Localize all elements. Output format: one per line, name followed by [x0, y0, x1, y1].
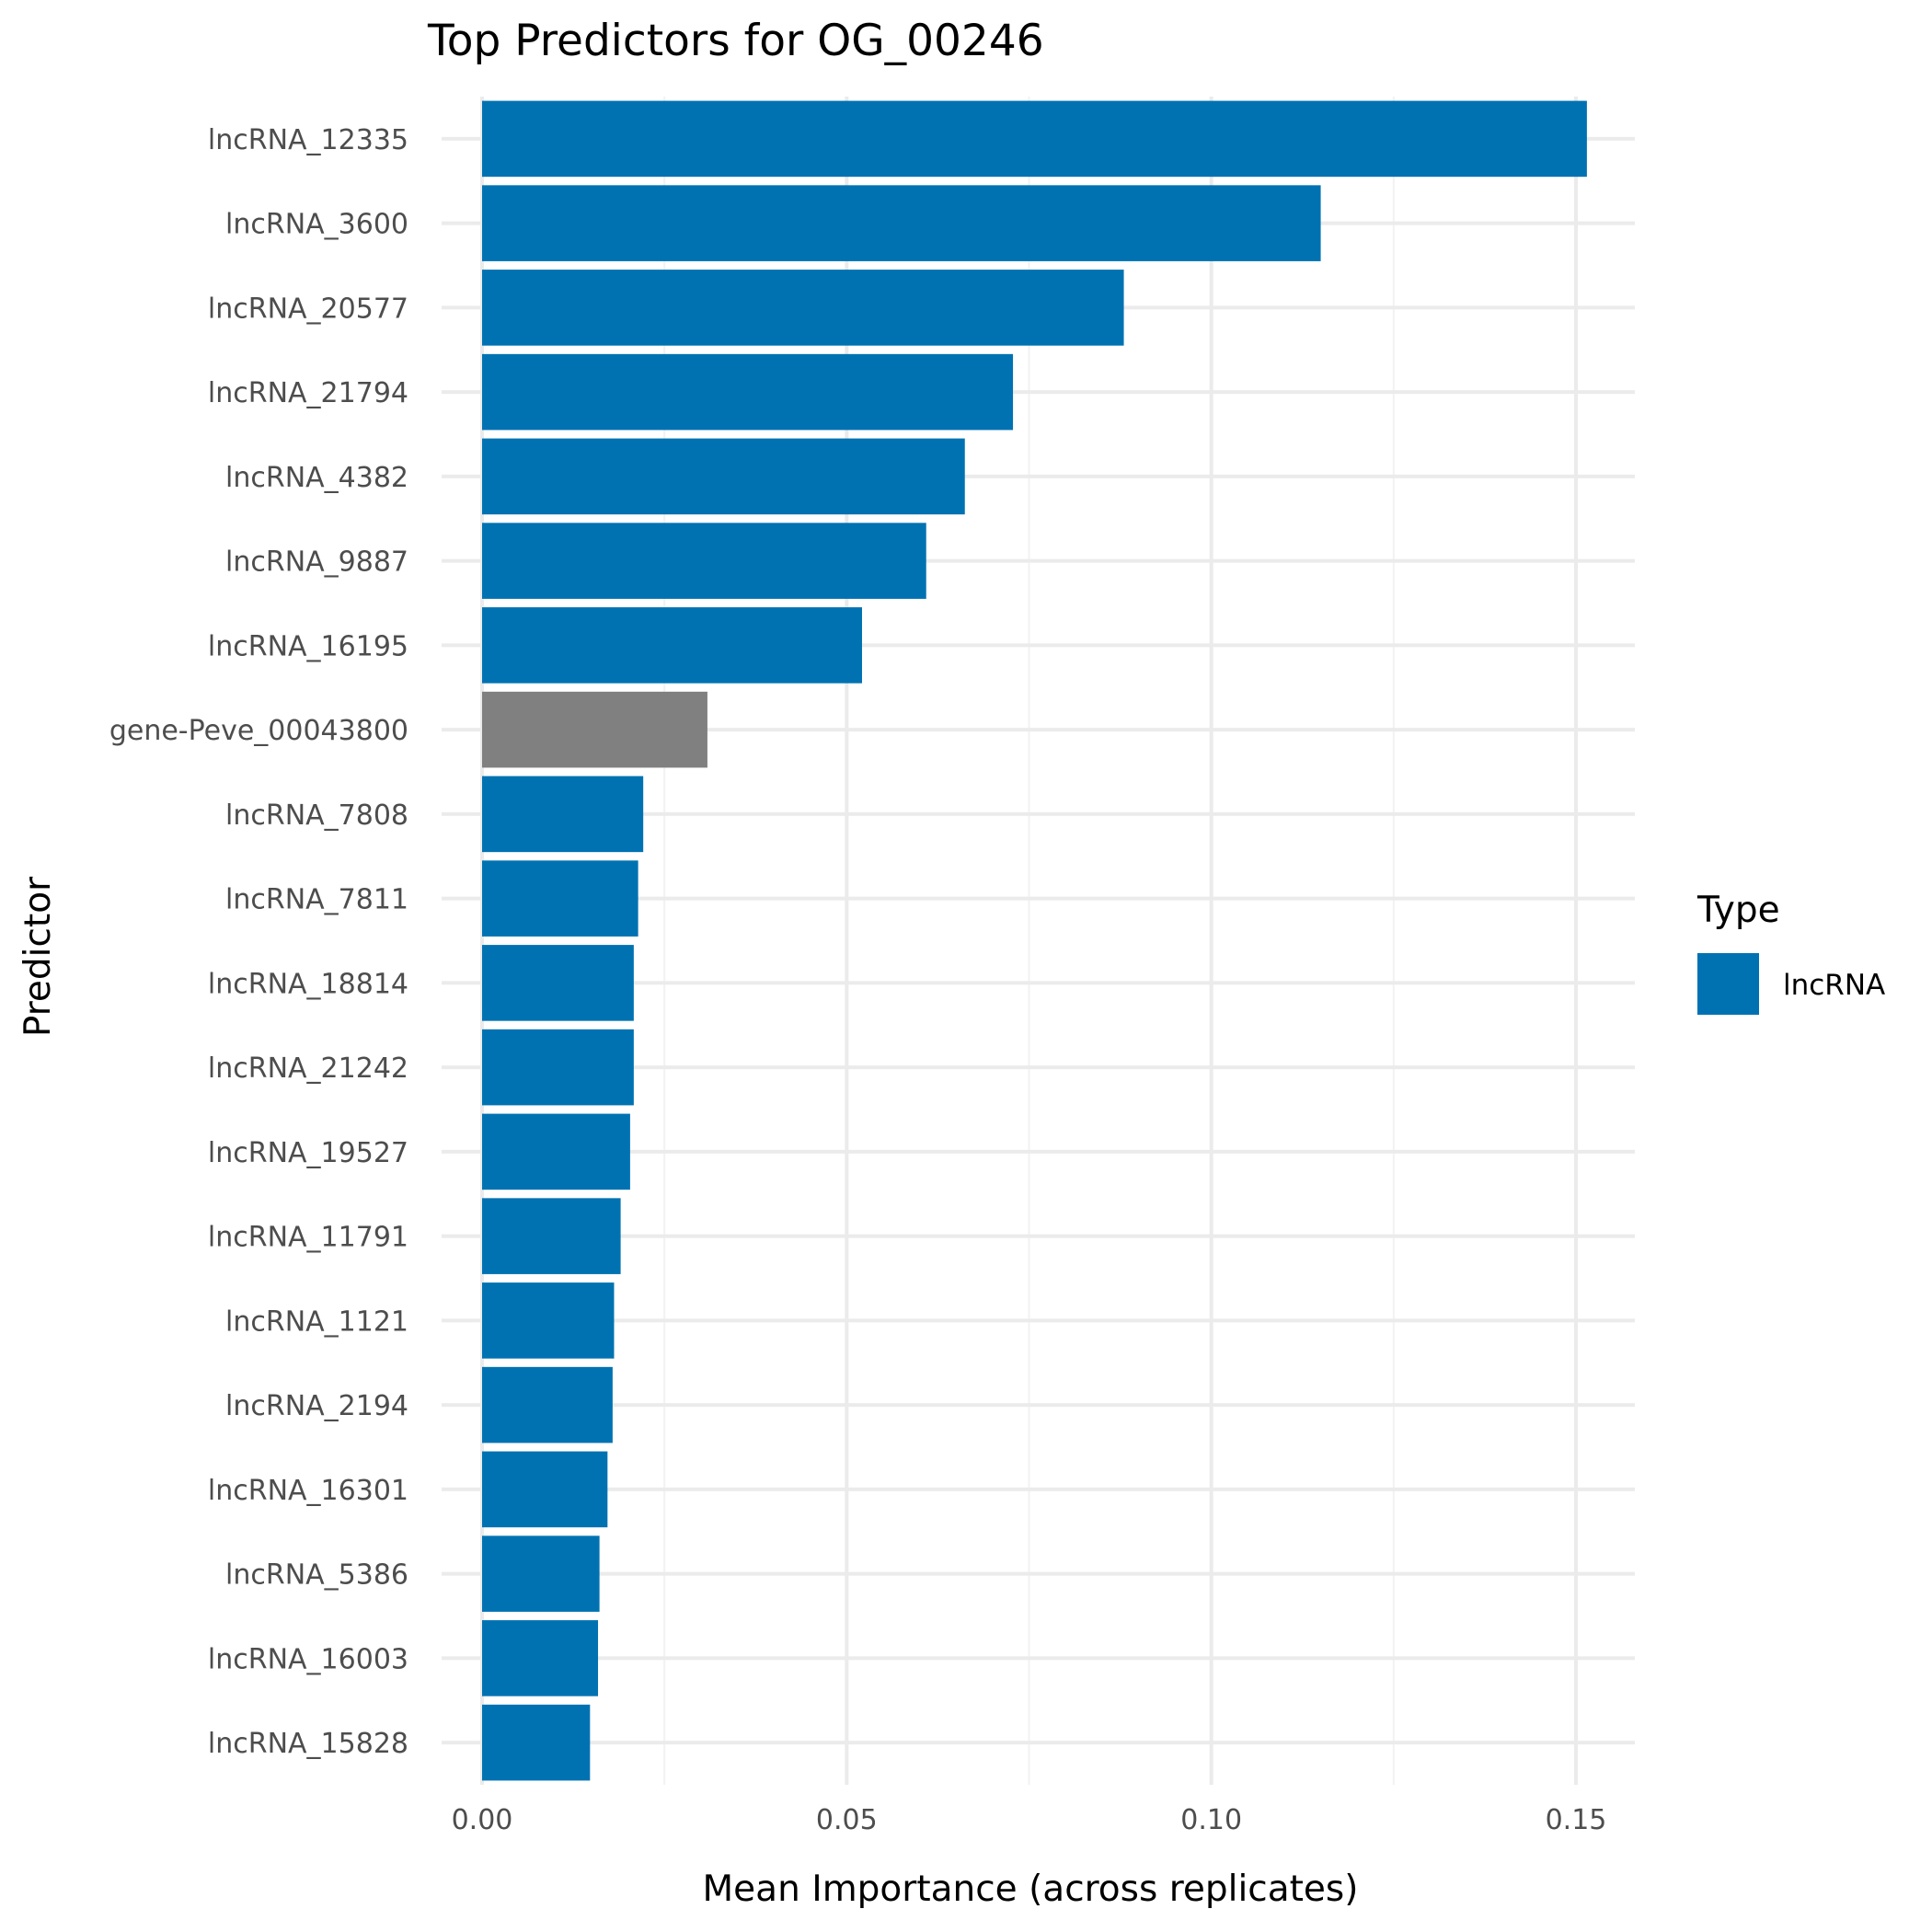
bar	[482, 607, 862, 684]
bar	[482, 776, 644, 853]
bar	[482, 100, 1587, 178]
x-tick-label: 0.00	[452, 1804, 513, 1836]
bar	[482, 691, 707, 768]
bar	[482, 270, 1124, 346]
y-tick-label: lncRNA_16195	[208, 630, 408, 662]
bar	[482, 353, 1014, 431]
x-tick-label: 0.05	[816, 1804, 878, 1836]
grid-lines	[442, 97, 1635, 1785]
bar	[482, 185, 1321, 261]
chart-title: Top Predictors for OG_00246	[427, 16, 1044, 66]
y-tick-label: lncRNA_21794	[208, 377, 408, 409]
legend-swatch	[1697, 953, 1759, 1015]
bar	[482, 523, 926, 599]
bar	[482, 1029, 634, 1106]
y-tick-label: lncRNA_16301	[208, 1475, 408, 1507]
y-tick-label: lncRNA_9887	[225, 546, 408, 579]
legend-label: lncRNA	[1783, 969, 1885, 1002]
y-tick-label: lncRNA_18814	[208, 968, 408, 1000]
bar	[482, 1113, 630, 1190]
bar	[482, 1451, 608, 1528]
y-tick-label: lncRNA_2194	[225, 1390, 408, 1422]
legend-title: Type	[1696, 890, 1780, 931]
y-tick-label: lncRNA_4382	[225, 462, 408, 494]
bar	[482, 1366, 613, 1443]
y-tick-label: lncRNA_16003	[208, 1643, 408, 1675]
bar	[482, 1198, 621, 1274]
y-tick-label: lncRNA_12335	[208, 124, 408, 156]
x-tick-label: 0.10	[1180, 1804, 1242, 1836]
bar	[482, 1535, 600, 1612]
x-axis-title: Mean Importance (across replicates)	[703, 1869, 1359, 1910]
y-tick-label: lncRNA_15828	[208, 1728, 408, 1760]
bar	[482, 860, 638, 937]
y-tick-label: lncRNA_5386	[225, 1559, 408, 1592]
y-tick-label: lncRNA_20577	[208, 293, 408, 325]
x-tick-labels: 0.00 0.05 0.10 0.15	[452, 1804, 1607, 1836]
bars	[482, 100, 1587, 1781]
y-axis-title: Predictor	[17, 876, 59, 1037]
y-tick-labels: lncRNA_12335 lncRNA_3600 lncRNA_20577 lncRN…	[109, 124, 408, 1760]
bar	[482, 1704, 591, 1781]
y-tick-label: lncRNA_3600	[225, 209, 408, 241]
bar	[482, 1620, 599, 1696]
bar	[482, 945, 634, 1021]
y-tick-label: lncRNA_7811	[225, 884, 408, 916]
y-tick-label: lncRNA_21242	[208, 1052, 408, 1085]
y-tick-label: gene-Peve_00043800	[109, 715, 408, 747]
legend: Type lncRNA	[1696, 890, 1885, 1015]
y-tick-label: lncRNA_19527	[208, 1137, 408, 1169]
y-tick-label: lncRNA_11791	[208, 1222, 408, 1254]
y-tick-label: lncRNA_7808	[225, 799, 408, 832]
bar	[482, 438, 965, 515]
x-tick-label: 0.15	[1546, 1804, 1607, 1836]
y-tick-label: lncRNA_1121	[225, 1305, 408, 1338]
bar	[482, 1282, 615, 1359]
